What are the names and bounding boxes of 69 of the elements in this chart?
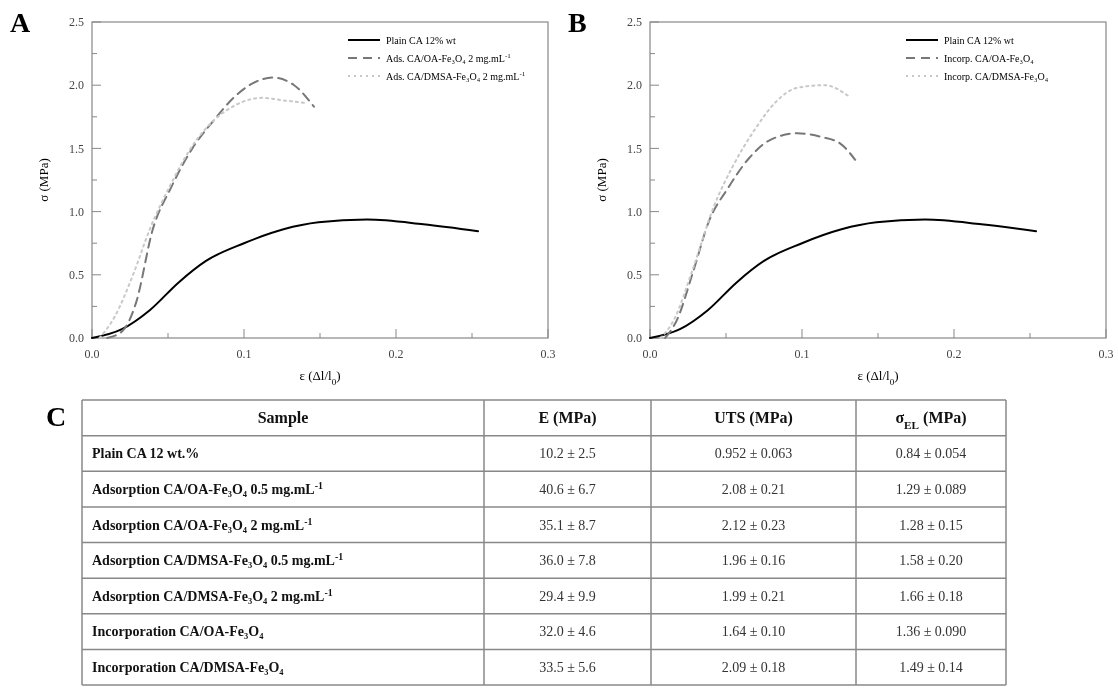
y-axis-title: σ (MPa) bbox=[594, 158, 609, 202]
line-series bbox=[664, 132, 857, 339]
x-tick-label: 0.2 bbox=[946, 347, 962, 361]
legend-label: Incorp. CA/DMSA-Fe₃O₄ bbox=[944, 70, 1049, 82]
y-tick-label: 2.0 bbox=[69, 78, 84, 93]
legend-label: Plain CA 12% wt bbox=[386, 34, 456, 46]
text: 1.58 ± 0.20 bbox=[899, 553, 963, 569]
y-tick-label: 1.0 bbox=[627, 204, 642, 219]
y-tick-label: 1.5 bbox=[627, 141, 642, 156]
y-tick-label: 0.5 bbox=[627, 268, 642, 282]
y-tick-label: 2.5 bbox=[69, 15, 84, 30]
text: 1.64 ± 0.10 bbox=[721, 624, 786, 640]
chart-title: B bbox=[568, 7, 587, 38]
text: 10.2 ± 2.5 bbox=[539, 446, 596, 462]
line-series bbox=[91, 218, 480, 339]
y-axis-title: σ (MPa) bbox=[36, 158, 51, 202]
text: E (MPa) bbox=[538, 409, 597, 428]
legend-label: Ads. CA/DMSA-Fe₃O₄ 2 mg.mL$^{-1}$ bbox=[386, 69, 526, 82]
text: 1.99 ± 0.21 bbox=[721, 588, 786, 604]
text: 0.84 ± 0.054 bbox=[895, 446, 967, 462]
y-tick-label: 0.5 bbox=[69, 268, 84, 282]
text: σ$_{EL}$ (MPa) bbox=[895, 409, 967, 432]
text: 1.28 ± 0.15 bbox=[899, 517, 963, 533]
chart-title: A bbox=[10, 7, 31, 38]
y-tick-label: 1.5 bbox=[69, 141, 84, 156]
x-tick-label: 0.1 bbox=[236, 347, 252, 361]
y-tick-label: 2.5 bbox=[627, 15, 642, 30]
text: Adsorption CA/OA-Fe₃O₄ 0.5 mg.mL$^{-1}$ bbox=[92, 479, 323, 497]
x-tick-label: 0.3 bbox=[1098, 347, 1114, 361]
x-tick-label: 0.2 bbox=[388, 347, 404, 361]
text: 1.66 ± 0.18 bbox=[899, 588, 963, 604]
y-tick-label: 0.0 bbox=[627, 331, 642, 346]
x-tick-label: 0.0 bbox=[642, 347, 658, 361]
text: 35.1 ± 8.7 bbox=[539, 517, 596, 533]
text: 2.08 ± 0.21 bbox=[721, 481, 786, 497]
text: 29.4 ± 9.9 bbox=[539, 588, 596, 604]
y-tick-label: 2.0 bbox=[627, 78, 642, 93]
text: Adsorption CA/DMSA-Fe₃O₄ 2 mg.mL$^{-1}$ bbox=[92, 586, 333, 604]
y-tick-label: 0.0 bbox=[69, 331, 84, 346]
text: 1.29 ± 0.089 bbox=[895, 481, 967, 497]
text: 1.36 ± 0.090 bbox=[895, 624, 967, 640]
text: 1.96 ± 0.16 bbox=[721, 553, 786, 569]
line-series bbox=[659, 84, 851, 339]
x-tick-label: 0.0 bbox=[84, 347, 100, 361]
text: C bbox=[46, 401, 67, 432]
x-axis-title: ε (Δl/l$_{0}$) bbox=[299, 368, 341, 387]
text: Adsorption CA/OA-Fe₃O₄ 2 mg.mL$^{-1}$ bbox=[92, 515, 313, 533]
text: 40.6 ± 6.7 bbox=[539, 481, 596, 497]
text: Incorporation CA/OA-Fe₃O₄ bbox=[92, 624, 265, 640]
text: 0.952 ± 0.063 bbox=[714, 446, 793, 462]
text: Sample bbox=[257, 409, 309, 428]
text: UTS (MPa) bbox=[714, 409, 793, 428]
text: 2.12 ± 0.23 bbox=[721, 517, 786, 533]
text: 33.5 ± 5.6 bbox=[539, 660, 596, 676]
text: Plain CA 12 wt.% bbox=[92, 446, 200, 462]
x-tick-label: 0.1 bbox=[794, 347, 810, 361]
x-tick-label: 0.3 bbox=[540, 347, 556, 361]
line-series bbox=[649, 218, 1038, 339]
text: 32.0 ± 4.6 bbox=[539, 624, 596, 640]
legend-label: Plain CA 12% wt bbox=[944, 34, 1014, 46]
text: 1.49 ± 0.14 bbox=[899, 660, 963, 676]
text: 36.0 ± 7.8 bbox=[539, 553, 596, 569]
y-tick-label: 1.0 bbox=[69, 204, 84, 219]
text: 2.09 ± 0.18 bbox=[721, 660, 786, 676]
x-axis-title: ε (Δl/l$_{0}$) bbox=[857, 368, 899, 387]
legend-label: Incorp. CA/OA-Fe₃O₄ bbox=[944, 52, 1035, 64]
legend-label: Ads. CA/OA-Fe₃O₄ 2 mg.mL$^{-1}$ bbox=[386, 51, 512, 64]
text: Incorporation CA/DMSA-Fe₃O₄ bbox=[92, 660, 285, 676]
text: Adsorption CA/DMSA-Fe₃O₄ 0.5 mg.mL$^{-1}$ bbox=[92, 550, 344, 569]
